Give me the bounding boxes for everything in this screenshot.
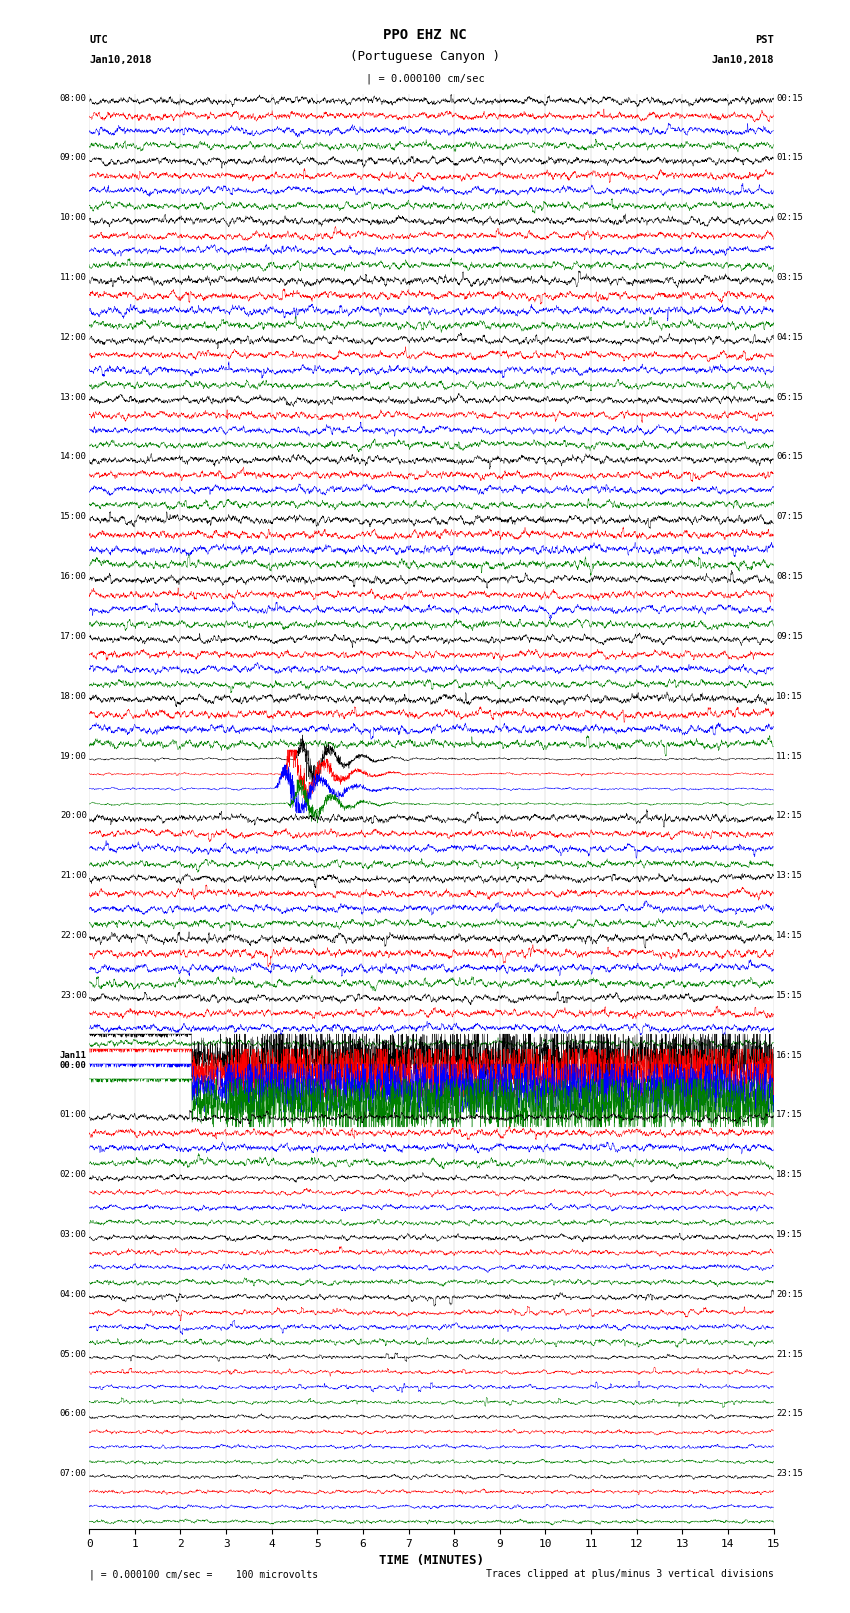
Text: 05:00: 05:00	[60, 1350, 87, 1358]
Text: 15:00: 15:00	[60, 513, 87, 521]
Text: 19:15: 19:15	[776, 1231, 803, 1239]
Text: 20:15: 20:15	[776, 1290, 803, 1298]
Text: 04:15: 04:15	[776, 332, 803, 342]
Text: 12:15: 12:15	[776, 811, 803, 821]
Text: 00:15: 00:15	[776, 94, 803, 103]
Text: (Portuguese Canyon ): (Portuguese Canyon )	[350, 50, 500, 63]
X-axis label: TIME (MINUTES): TIME (MINUTES)	[379, 1555, 484, 1568]
Text: 21:15: 21:15	[776, 1350, 803, 1358]
Text: 14:00: 14:00	[60, 453, 87, 461]
Text: 14:15: 14:15	[776, 931, 803, 940]
Text: 08:00: 08:00	[60, 94, 87, 103]
Text: 18:15: 18:15	[776, 1171, 803, 1179]
Text: 10:15: 10:15	[776, 692, 803, 700]
Text: 12:00: 12:00	[60, 332, 87, 342]
Text: 22:15: 22:15	[776, 1410, 803, 1418]
Text: 09:00: 09:00	[60, 153, 87, 163]
Text: 11:00: 11:00	[60, 273, 87, 282]
Text: 01:15: 01:15	[776, 153, 803, 163]
Text: 19:00: 19:00	[60, 752, 87, 760]
Text: 03:15: 03:15	[776, 273, 803, 282]
Text: | = 0.000100 cm/sec =    100 microvolts: | = 0.000100 cm/sec = 100 microvolts	[89, 1569, 319, 1581]
Text: UTC: UTC	[89, 35, 108, 45]
Text: 08:15: 08:15	[776, 573, 803, 581]
Text: 06:00: 06:00	[60, 1410, 87, 1418]
Text: 15:15: 15:15	[776, 990, 803, 1000]
Text: 17:00: 17:00	[60, 632, 87, 640]
Text: PPO EHZ NC: PPO EHZ NC	[383, 27, 467, 42]
Text: 18:00: 18:00	[60, 692, 87, 700]
Text: 13:15: 13:15	[776, 871, 803, 881]
Text: 23:00: 23:00	[60, 990, 87, 1000]
Text: 04:00: 04:00	[60, 1290, 87, 1298]
Text: 06:15: 06:15	[776, 453, 803, 461]
Text: 10:00: 10:00	[60, 213, 87, 223]
Text: 20:00: 20:00	[60, 811, 87, 821]
Text: 02:15: 02:15	[776, 213, 803, 223]
Text: Jan10,2018: Jan10,2018	[89, 55, 152, 65]
Text: 02:00: 02:00	[60, 1171, 87, 1179]
Text: 22:00: 22:00	[60, 931, 87, 940]
Text: PST: PST	[755, 35, 774, 45]
Text: 03:00: 03:00	[60, 1231, 87, 1239]
Text: 11:15: 11:15	[776, 752, 803, 760]
Text: 21:00: 21:00	[60, 871, 87, 881]
Text: 23:15: 23:15	[776, 1469, 803, 1478]
Text: 07:00: 07:00	[60, 1469, 87, 1478]
Text: 13:00: 13:00	[60, 392, 87, 402]
Text: 17:15: 17:15	[776, 1110, 803, 1119]
Text: 01:00: 01:00	[60, 1110, 87, 1119]
Text: 09:15: 09:15	[776, 632, 803, 640]
Text: Jan10,2018: Jan10,2018	[711, 55, 774, 65]
Text: Jan11
00:00: Jan11 00:00	[60, 1050, 87, 1069]
Text: 16:00: 16:00	[60, 573, 87, 581]
Text: 05:15: 05:15	[776, 392, 803, 402]
Text: Traces clipped at plus/minus 3 vertical divisions: Traces clipped at plus/minus 3 vertical …	[485, 1569, 774, 1579]
Text: 16:15: 16:15	[776, 1050, 803, 1060]
Text: 07:15: 07:15	[776, 513, 803, 521]
Text: | = 0.000100 cm/sec: | = 0.000100 cm/sec	[366, 73, 484, 84]
